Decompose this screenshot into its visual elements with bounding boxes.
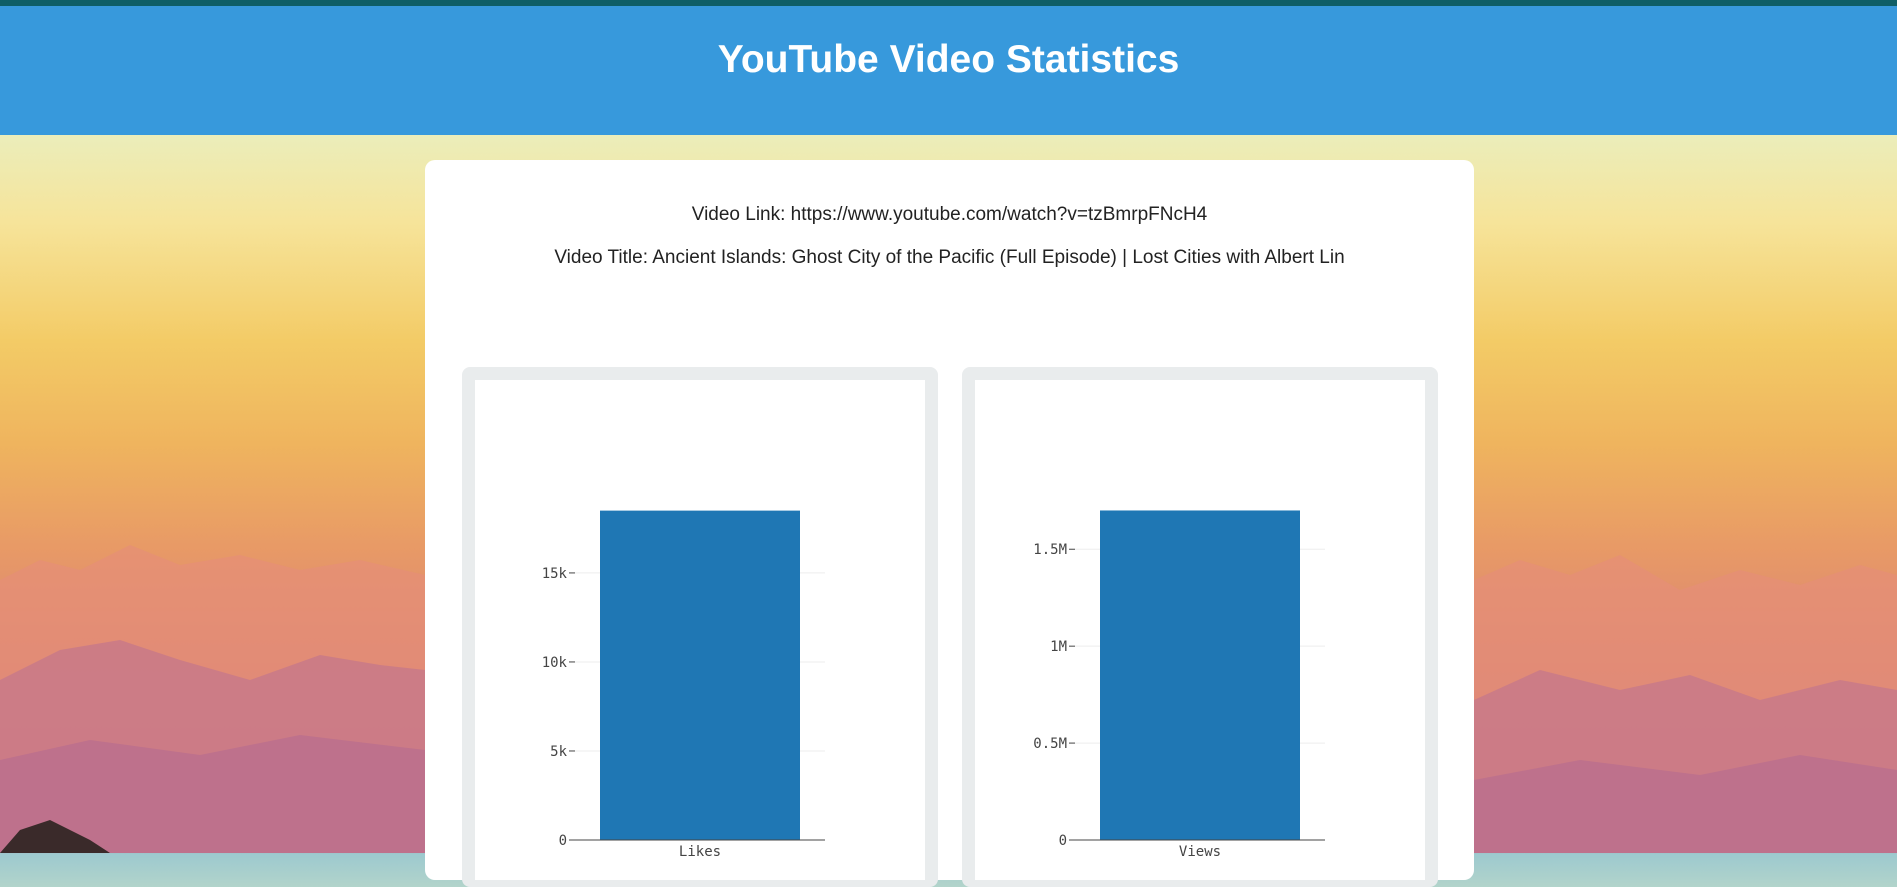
likes-y-tick-label: 10k xyxy=(542,655,568,671)
likes-y-tick-label: 5k xyxy=(550,744,567,760)
video-title-text: Video Title: Ancient Islands: Ghost City… xyxy=(554,247,1345,268)
likes-chart-area: 0 5k 10k 15k Likes xyxy=(475,380,925,880)
views-y-tick-label: 1.5M xyxy=(1033,542,1067,558)
background-mountains xyxy=(0,545,1897,853)
likes-chart-panel: 0 5k 10k 15k Likes xyxy=(462,367,938,887)
video-link-text: Video Link: https://www.youtube.com/watc… xyxy=(691,204,1208,225)
likes-y-tick-label: 15k xyxy=(542,566,568,582)
likes-bar[interactable] xyxy=(600,510,800,840)
views-y-tick-label: 0.5M xyxy=(1033,736,1067,752)
views-chart-area: 0 0.5M 1M 1.5M Views xyxy=(975,380,1425,880)
stats-card: Video Link: https://www.youtube.com/watc… xyxy=(425,160,1474,887)
views-chart-panel: 0 0.5M 1M 1.5M Views xyxy=(962,367,1438,887)
likes-x-category-label: Likes xyxy=(679,844,721,860)
top-accent-bar xyxy=(0,0,1897,6)
views-chart: 0 0.5M 1M 1.5M Views xyxy=(1033,510,1325,860)
page-header: YouTube Video Statistics xyxy=(0,6,1897,135)
likes-y-tick-label: 0 xyxy=(559,833,567,849)
views-x-category-label: Views xyxy=(1179,844,1221,860)
views-y-tick-label: 1M xyxy=(1050,639,1067,655)
likes-chart: 0 5k 10k 15k Likes xyxy=(542,510,825,860)
views-y-tick-label: 0 xyxy=(1059,833,1067,849)
views-bar[interactable] xyxy=(1100,510,1300,840)
page-title: YouTube Video Statistics xyxy=(717,38,1180,81)
